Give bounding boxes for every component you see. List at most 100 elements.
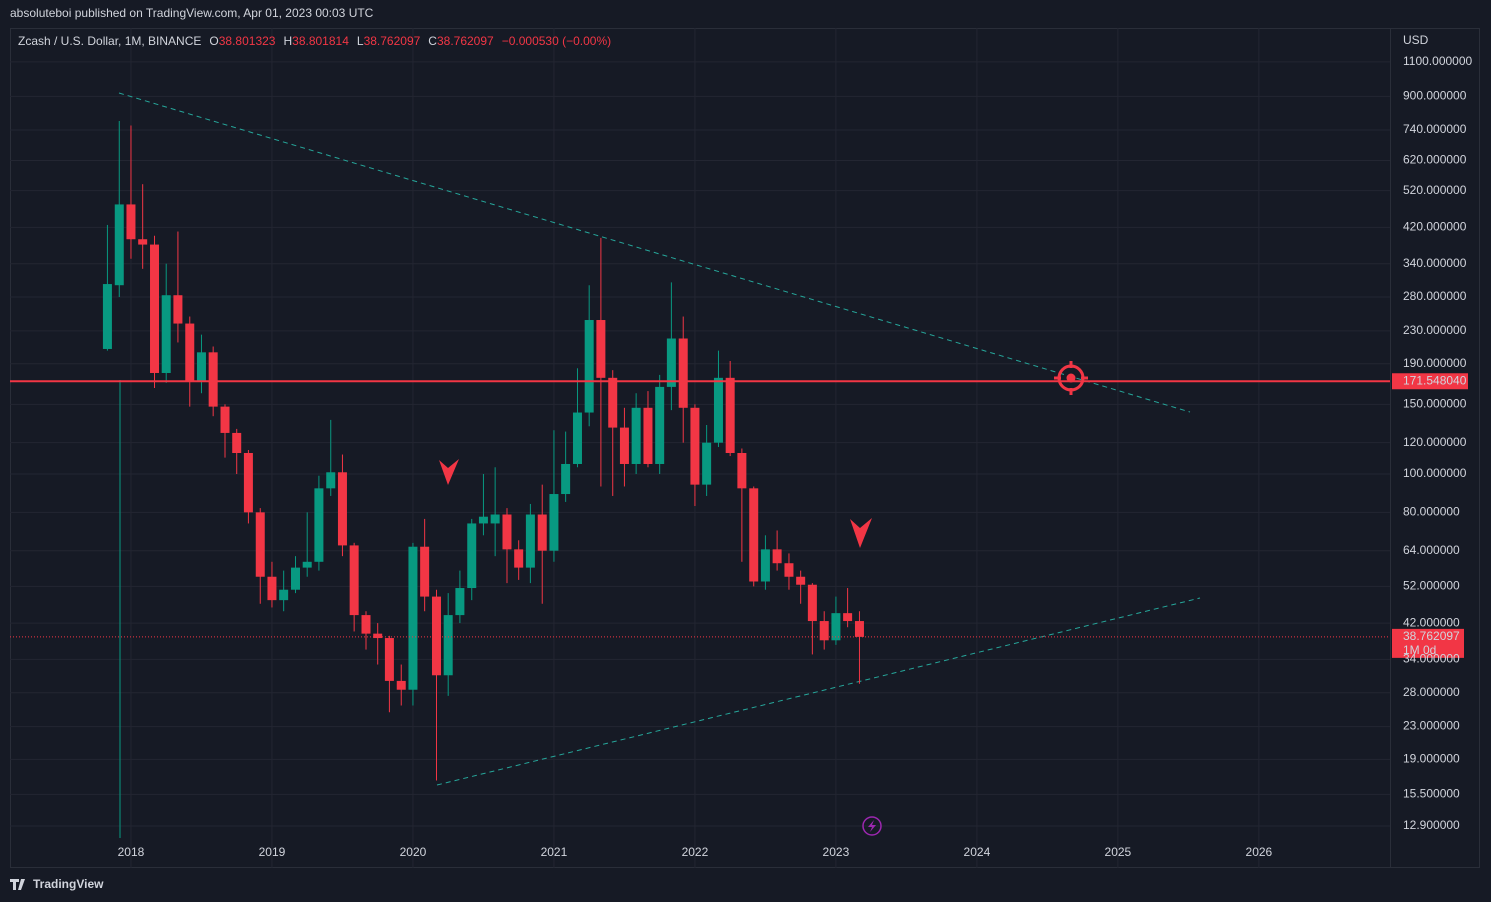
y-tick-label: 150.000000: [1403, 396, 1467, 410]
countdown-label: 1M 0d: [1403, 643, 1436, 657]
candle-body: [138, 239, 148, 245]
byline: absoluteboi published on TradingView.com…: [10, 6, 374, 20]
y-tick-label: 15.500000: [1403, 787, 1460, 801]
candle-body: [725, 377, 735, 453]
x-tick-label: 2018: [118, 845, 145, 859]
legend-text: Zcash / U.S. Dollar, 1M, BINANCE O38.8013…: [18, 34, 611, 48]
symbol: Zcash / U.S. Dollar, 1M, BINANCE: [18, 34, 201, 48]
last-price-bg: [1392, 628, 1464, 658]
label: O: [209, 34, 218, 48]
y-tick-label: 1100.000000: [1403, 54, 1473, 68]
candle-body: [655, 386, 665, 464]
candle-body: [161, 295, 171, 373]
label: L: [357, 34, 364, 48]
candle-body: [408, 546, 418, 690]
candle-body: [208, 352, 218, 407]
candle-body: [220, 406, 230, 433]
x-tick-label: 2023: [823, 845, 850, 859]
value: 38.801323: [219, 34, 276, 48]
candle-body: [608, 377, 618, 428]
candle-body: [173, 295, 183, 324]
candle-body: [760, 549, 770, 582]
candle-body: [502, 514, 512, 550]
candle-body: [784, 563, 794, 577]
y-tick-label: 340.000000: [1403, 256, 1467, 270]
candle-body: [678, 338, 688, 408]
y-tick-label: 100.000000: [1403, 466, 1467, 480]
value: 38.801814: [292, 34, 349, 48]
candle-body: [337, 472, 347, 546]
candle-body: [373, 633, 383, 639]
candle-body: [807, 584, 817, 622]
hline-label: 171.548040: [1403, 373, 1467, 387]
candle-body: [843, 613, 853, 622]
y-tick-label: 420.000000: [1403, 220, 1467, 234]
candle-body: [854, 621, 864, 637]
y-tick-label: 52.000000: [1403, 579, 1460, 593]
candle-body: [102, 284, 112, 349]
grid: [10, 28, 1390, 868]
y-tick-label: 64.000000: [1403, 543, 1460, 557]
event-icon: [862, 816, 882, 836]
target-icon: [1054, 361, 1088, 395]
candle-body: [690, 407, 700, 485]
y-tick-label: 740.000000: [1403, 122, 1467, 136]
candle-body: [796, 576, 806, 585]
candle-body: [196, 352, 206, 381]
candle-body: [713, 377, 723, 443]
candle-body: [702, 442, 712, 485]
candle-body: [455, 588, 465, 616]
candle-body: [291, 567, 301, 590]
candle-body: [126, 204, 136, 240]
x-tick-label: 2020: [400, 845, 427, 859]
candle-body: [490, 514, 500, 524]
x-tick-label: 2025: [1105, 845, 1132, 859]
candle-body: [302, 561, 312, 568]
candle-body: [666, 338, 676, 387]
y-tick-label: 34.000000: [1403, 652, 1460, 666]
chart-pane: [10, 28, 1480, 868]
candle-body: [326, 472, 336, 489]
legend: Zcash / U.S. Dollar, 1M, BINANCE O38.8013…: [18, 34, 611, 48]
y-tick-label: 23.000000: [1403, 719, 1460, 733]
candle-body: [643, 407, 653, 464]
candle-body: [279, 589, 289, 601]
x-tick-label: 2024: [964, 845, 991, 859]
candle-body: [525, 514, 535, 568]
arrow-icon: [850, 518, 872, 548]
candle-body: [749, 488, 759, 582]
y-tick-label: 28.000000: [1403, 685, 1460, 699]
candle-body: [361, 615, 371, 634]
candle-body: [420, 546, 430, 597]
y-tick-label: 230.000000: [1403, 323, 1467, 337]
candle-body: [314, 488, 324, 562]
candle-body: [631, 407, 641, 464]
candle-body: [114, 204, 124, 286]
candle-body: [561, 463, 571, 495]
candle-body: [478, 516, 488, 524]
y-tick-label: 520.000000: [1403, 183, 1467, 197]
candle-body: [150, 244, 160, 373]
candle-body: [185, 323, 195, 381]
candle-body: [443, 615, 453, 676]
y-tick-label: 80.000000: [1403, 505, 1460, 519]
candle-body: [596, 320, 606, 378]
candle-body: [572, 412, 582, 464]
trendline: [118, 92, 1191, 413]
candle-body: [232, 432, 242, 453]
candle-body: [819, 621, 829, 641]
candle-body: [737, 452, 747, 489]
label: C: [428, 34, 437, 48]
y-tick-label: 19.000000: [1403, 752, 1460, 766]
y-tick-label: 900.000000: [1403, 89, 1467, 103]
candle-body: [584, 320, 594, 413]
axis-unit: USD: [1403, 33, 1429, 47]
event-icon-bolt: [868, 820, 876, 832]
candle-body: [431, 596, 441, 676]
y-tick-label: 12.900000: [1403, 818, 1460, 832]
value: 38.762097: [364, 34, 421, 48]
x-tick-label: 2019: [259, 845, 286, 859]
candle-body: [349, 545, 359, 616]
